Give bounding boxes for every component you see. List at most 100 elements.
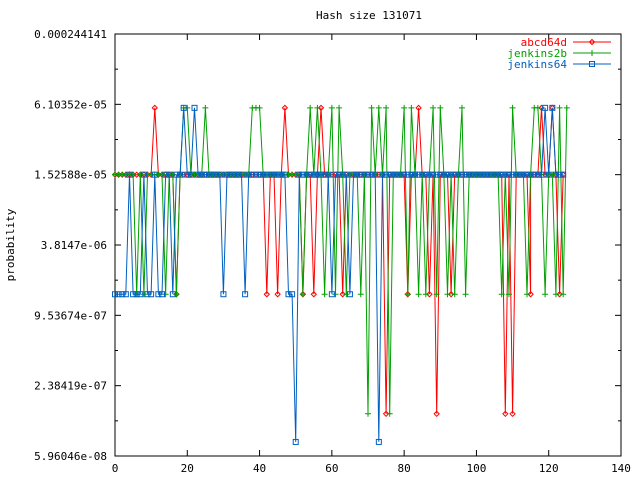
data-point: [447, 291, 455, 298]
data-point: [538, 104, 545, 112]
data-point: [137, 291, 144, 298]
data-point: [112, 291, 118, 298]
data-point: [365, 410, 371, 417]
data-point: [383, 104, 390, 111]
data-point: [404, 171, 411, 178]
data-point: [415, 171, 422, 178]
data-point: [119, 291, 126, 298]
data-point: [278, 171, 285, 178]
data-point: [336, 171, 343, 178]
data-point: [274, 171, 281, 178]
data-point: [256, 104, 263, 111]
data-point: [375, 438, 382, 445]
data-point: [498, 291, 505, 298]
data-point: [509, 104, 516, 111]
data-point: [274, 291, 281, 298]
x-tick-label: 80: [398, 462, 411, 475]
data-point: [184, 171, 191, 178]
data-point: [346, 291, 353, 298]
data-point: [458, 104, 465, 111]
data-point: [589, 50, 595, 56]
data-point: [375, 104, 382, 111]
data-point: [386, 410, 393, 417]
data-point: [509, 410, 516, 418]
series-layer: [111, 104, 570, 445]
data-point: [140, 291, 147, 298]
data-point: [271, 171, 278, 178]
legend-label: jenkins64: [507, 58, 567, 71]
series-jenkins2b: [112, 104, 570, 417]
x-tick-label: 100: [466, 462, 486, 475]
data-point: [401, 171, 408, 178]
data-point: [339, 171, 346, 178]
data-point: [357, 291, 364, 298]
data-point: [545, 171, 552, 178]
x-axis: 0 20 40 60 80 100 120 140: [112, 34, 631, 475]
series-line: [115, 107, 564, 414]
data-point: [462, 291, 469, 298]
data-point: [307, 104, 314, 111]
data-point: [368, 104, 375, 111]
data-point: [549, 171, 556, 178]
data-point: [491, 171, 498, 178]
data-point: [444, 291, 451, 298]
data-point: [390, 171, 397, 178]
data-point: [505, 171, 512, 178]
series-line: [115, 107, 568, 414]
series-abcd64d: [111, 104, 567, 418]
data-point: [480, 171, 487, 178]
data-point: [361, 171, 368, 178]
data-point: [216, 171, 223, 178]
data-point: [368, 171, 375, 178]
data-point: [451, 291, 458, 298]
data-point: [531, 171, 538, 178]
data-point: [213, 171, 220, 178]
data-point: [502, 410, 509, 418]
data-point: [502, 171, 509, 178]
data-point: [234, 171, 241, 178]
data-point: [137, 171, 144, 178]
y-tick-label: 5.96046e-08: [34, 450, 107, 463]
data-point: [589, 61, 595, 67]
legend-label: abcd64d: [521, 36, 567, 49]
data-point: [509, 171, 516, 178]
data-point: [560, 171, 567, 178]
data-point: [382, 410, 390, 418]
data-point: [122, 291, 129, 298]
data-point: [451, 171, 458, 178]
data-point: [245, 171, 252, 178]
data-point: [448, 171, 455, 178]
data-point: [415, 291, 422, 298]
data-point: [307, 171, 314, 178]
data-point: [133, 291, 140, 298]
data-point: [314, 104, 321, 111]
data-point: [552, 291, 559, 298]
data-point: [260, 171, 267, 178]
data-point: [556, 171, 563, 178]
data-point: [310, 291, 317, 298]
data-point: [433, 291, 440, 298]
data-point: [198, 171, 205, 178]
data-point: [289, 291, 296, 298]
series-line: [115, 107, 564, 442]
data-point: [317, 104, 325, 112]
data-point: [408, 171, 415, 178]
data-point: [408, 104, 415, 111]
data-point: [401, 104, 408, 111]
data-point: [556, 291, 563, 298]
y-tick-label: 6.10352e-05: [34, 98, 107, 111]
data-point: [303, 171, 310, 178]
data-point: [538, 171, 545, 178]
data-point: [162, 291, 169, 298]
data-point: [151, 171, 158, 178]
data-point: [437, 171, 444, 178]
data-point: [292, 438, 299, 445]
data-point: [343, 171, 350, 178]
data-point: [393, 171, 400, 178]
data-point: [430, 104, 437, 111]
data-point: [249, 171, 256, 178]
data-point: [505, 291, 512, 298]
data-point: [158, 171, 165, 178]
data-point: [169, 291, 176, 298]
y-tick-label: 2.38419e-07: [34, 380, 107, 393]
